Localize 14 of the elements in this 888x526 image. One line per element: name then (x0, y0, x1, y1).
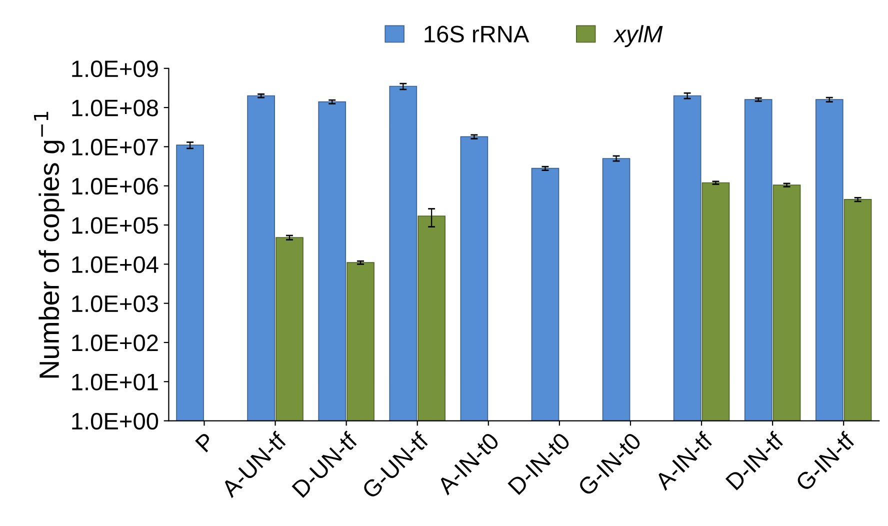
legend-label: 16S rRNA (424, 26, 530, 42)
y-tick-label: 1.0E+06 (72, 178, 158, 195)
y-tick-label: 1.0E+08 (72, 100, 158, 116)
y-tick-label: 1.0E+09 (72, 60, 158, 78)
y-axis-title: Number of copies g$^{−1}$ (34, 112, 65, 378)
y-tick-label: 1.0E+07 (72, 138, 158, 156)
legend-label: xylM (613, 25, 663, 48)
y-tick-label: 1.0E+03 (72, 295, 158, 312)
y-tick-label: 1.0E+04 (72, 256, 158, 273)
y-tick-label: 1.0E+00 (72, 412, 158, 430)
y-tick-label: 1.0E+02 (72, 334, 158, 352)
y-tick-label: 1.0E+01 (72, 374, 158, 390)
x-tick-label: P (195, 432, 216, 452)
y-tick-label: 1.0E+05 (72, 217, 158, 234)
